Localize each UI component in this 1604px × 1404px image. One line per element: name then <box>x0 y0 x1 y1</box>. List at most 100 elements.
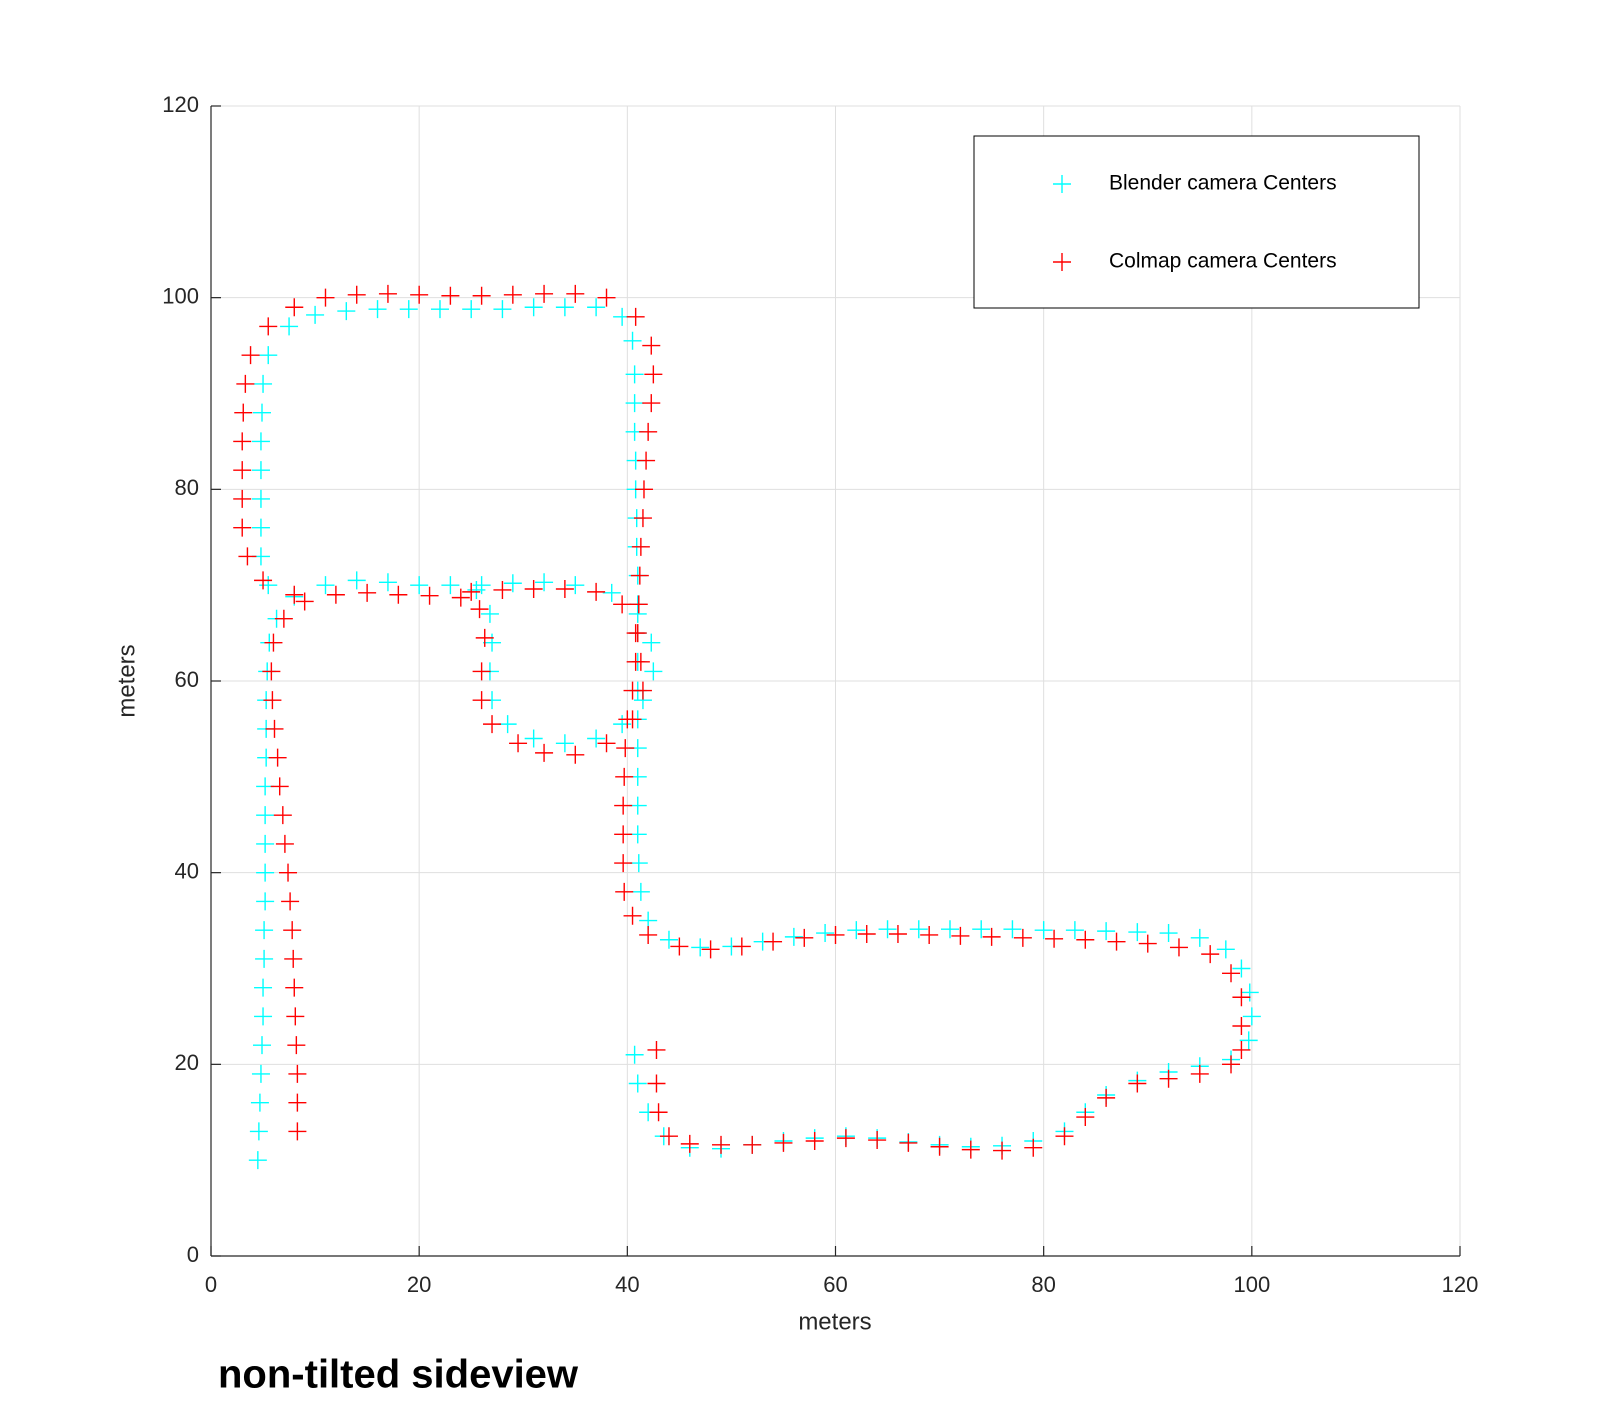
marker <box>1190 1064 1209 1083</box>
marker <box>273 806 292 825</box>
marker <box>614 825 633 844</box>
marker <box>263 691 282 710</box>
data-point <box>1128 923 1147 942</box>
data-point <box>566 576 585 595</box>
data-point <box>972 920 991 939</box>
marker <box>555 580 574 598</box>
data-point <box>634 480 653 499</box>
data-point <box>625 394 644 413</box>
data-point <box>647 1074 666 1093</box>
x-tick-label: 60 <box>823 1272 847 1297</box>
y-tick-label: 60 <box>175 667 199 692</box>
data-point <box>268 748 287 767</box>
marker <box>255 921 274 940</box>
data-point <box>535 284 554 303</box>
legend-label: Blender camera Centers <box>1109 172 1337 195</box>
data-point <box>659 1127 678 1146</box>
marker <box>630 566 649 585</box>
marker <box>642 336 661 355</box>
marker <box>347 285 366 304</box>
marker <box>1232 1040 1251 1059</box>
marker <box>613 595 632 614</box>
marker <box>899 1133 918 1152</box>
data-point <box>251 461 270 480</box>
marker <box>275 834 294 853</box>
data-point <box>441 576 460 595</box>
marker <box>234 403 253 422</box>
y-tick-label: 80 <box>175 475 199 500</box>
data-point <box>233 432 252 451</box>
data-point <box>275 834 294 853</box>
data-point <box>743 1135 762 1154</box>
data-point <box>647 1040 666 1059</box>
marker <box>614 796 633 815</box>
data-point <box>281 892 300 911</box>
marker <box>1045 929 1064 948</box>
data-point <box>295 592 314 611</box>
marker <box>764 932 783 951</box>
y-tick-label: 100 <box>162 283 199 308</box>
marker <box>283 921 302 940</box>
marker <box>274 609 293 628</box>
marker <box>256 834 275 853</box>
marker <box>475 628 494 647</box>
data-point <box>602 583 621 602</box>
data-point <box>847 921 866 940</box>
data-point <box>254 978 273 997</box>
marker <box>358 583 377 602</box>
marker <box>634 480 653 499</box>
marker <box>743 1135 762 1154</box>
marker <box>251 461 270 480</box>
marker <box>972 920 991 939</box>
marker <box>254 978 273 997</box>
x-tick-label: 100 <box>1233 1272 1270 1297</box>
data-point <box>535 743 554 762</box>
marker <box>626 307 645 326</box>
data-point <box>378 284 397 303</box>
marker <box>254 374 273 393</box>
data-point <box>764 932 783 951</box>
data-point <box>587 729 606 748</box>
data-point <box>623 331 642 350</box>
data-point <box>306 305 325 324</box>
data-point <box>285 298 304 317</box>
data-point <box>326 585 345 604</box>
data-point <box>509 734 528 753</box>
marker <box>430 300 449 319</box>
data-point <box>524 298 543 317</box>
data-point <box>982 927 1001 946</box>
data-point <box>241 346 260 365</box>
data-point <box>316 288 335 307</box>
marker <box>993 1141 1012 1160</box>
data-point <box>1190 1064 1209 1083</box>
data-point <box>259 576 278 595</box>
data-point <box>613 595 632 614</box>
marker <box>555 734 574 753</box>
data-point <box>472 691 491 710</box>
data-point <box>993 1141 1012 1160</box>
data-point <box>451 588 470 607</box>
data-point <box>1242 1007 1261 1026</box>
marker <box>680 1134 699 1153</box>
data-point <box>878 920 897 939</box>
marker <box>493 300 512 319</box>
marker <box>555 298 574 317</box>
marker <box>503 574 522 593</box>
data-point <box>625 365 644 384</box>
data-point <box>462 300 481 319</box>
marker <box>1159 924 1178 943</box>
marker <box>483 633 502 652</box>
y-tick-label: 120 <box>162 92 199 117</box>
marker <box>236 374 255 393</box>
marker <box>878 920 897 939</box>
marker <box>1240 983 1259 1002</box>
marker <box>1232 988 1251 1007</box>
data-point <box>1232 988 1251 1007</box>
marker <box>503 285 522 304</box>
marker <box>233 518 252 537</box>
marker <box>616 739 635 758</box>
data-point <box>1013 928 1032 947</box>
data-point <box>826 925 845 944</box>
marker <box>470 600 489 619</box>
data-point <box>368 300 387 319</box>
